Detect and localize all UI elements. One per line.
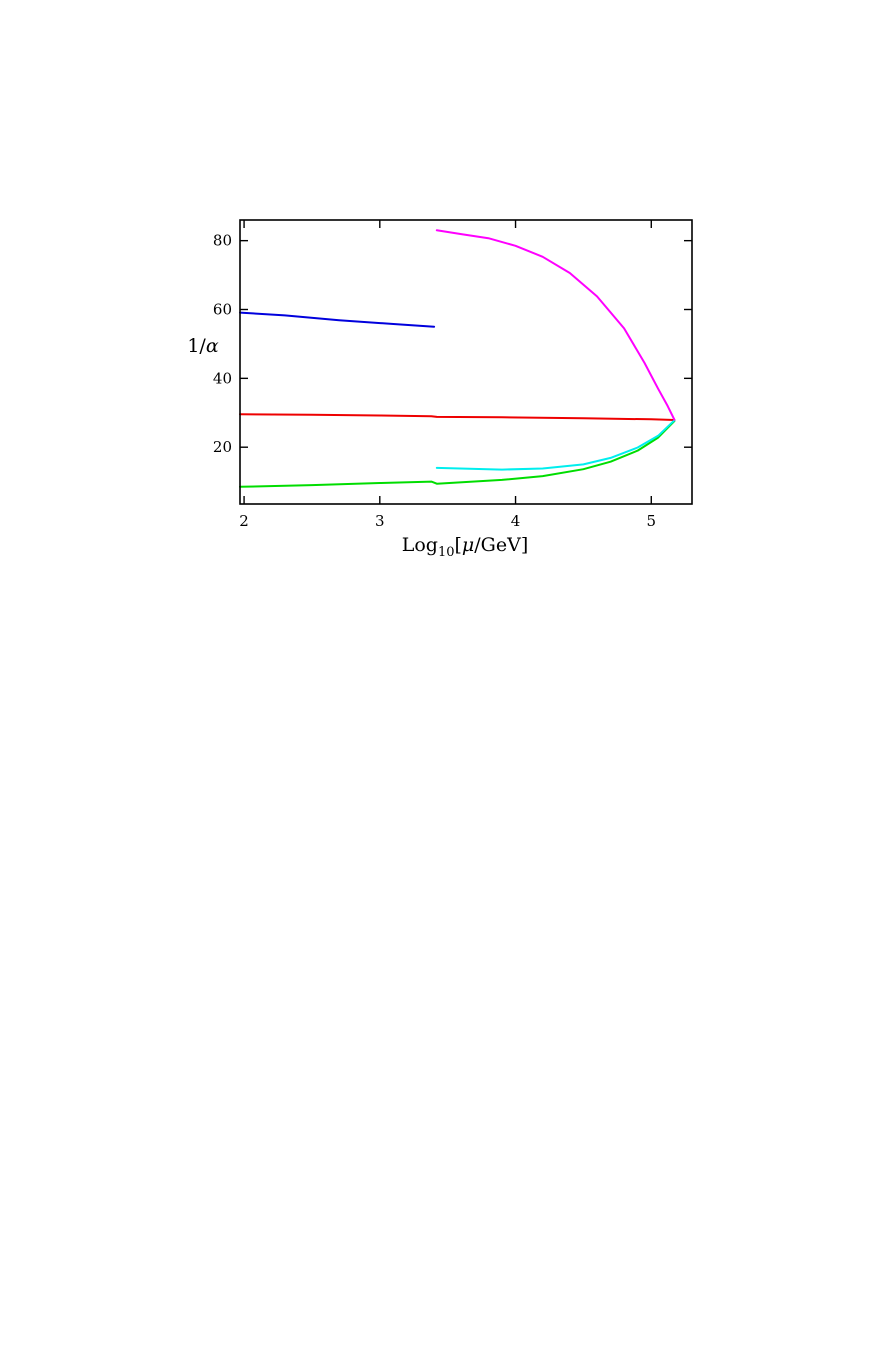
x-axis-title-unit: /GeV]	[474, 534, 528, 556]
series-line-1	[239, 311, 436, 328]
x-axis-title-bracket: [	[455, 534, 462, 556]
y-axis-title: 1/α	[187, 335, 219, 357]
y-tick-label: 40	[213, 369, 232, 387]
y-axis-title-variable: α	[206, 335, 219, 357]
x-axis-title-variable: μ	[462, 534, 474, 556]
x-tick-label: 4	[511, 512, 521, 530]
x-axis-title-prefix: Log	[402, 534, 438, 556]
x-tick-label: 5	[647, 512, 657, 530]
y-tick-label: 80	[213, 232, 232, 250]
series-line-5	[435, 229, 676, 421]
series-line-3	[239, 420, 676, 488]
y-tick-label: 20	[213, 438, 232, 456]
x-axis-title-subscript: 10	[438, 545, 455, 560]
x-tick-label: 2	[239, 512, 249, 530]
series-line-4	[435, 419, 676, 471]
series-layer	[239, 229, 676, 488]
x-axis-title: Log10[μ/GeV]	[402, 534, 529, 560]
tick-labels-layer: 2 3 4 5 20 40 60 80	[213, 232, 656, 530]
y-tick-label: 60	[213, 301, 232, 319]
y-axis-title-numerator: 1/	[187, 335, 206, 357]
ticks-layer	[240, 220, 692, 504]
x-tick-label: 3	[375, 512, 385, 530]
plot-frame	[239, 219, 693, 505]
series-line-2	[239, 413, 676, 421]
